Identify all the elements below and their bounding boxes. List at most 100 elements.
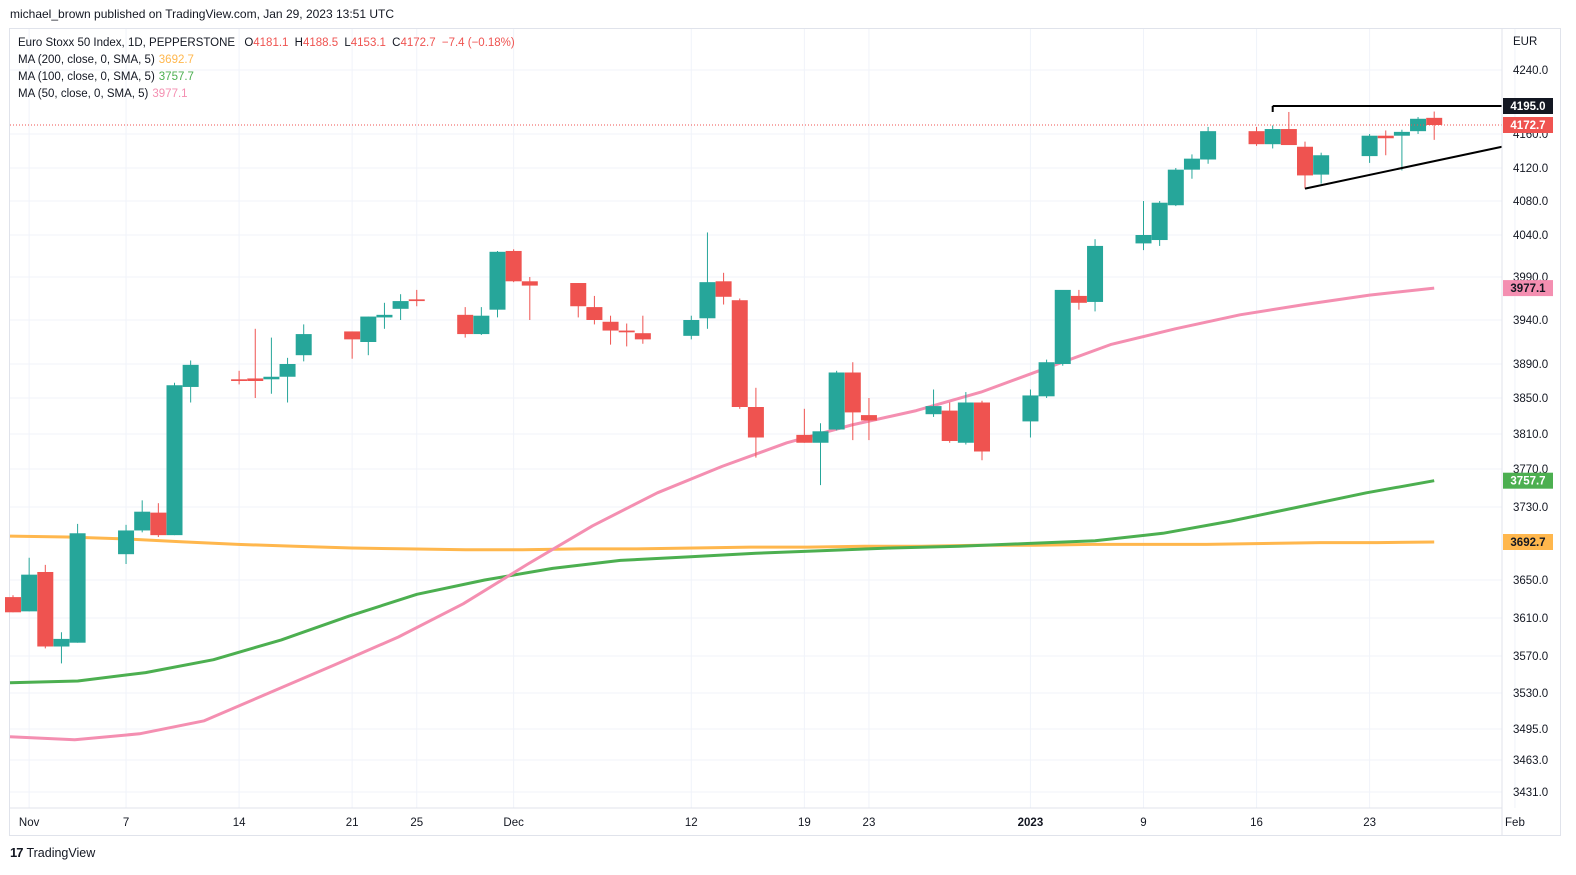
tradingview-logo-icon: 17 [10, 845, 24, 860]
candle [683, 315, 700, 340]
price-tag-bg [1503, 117, 1553, 133]
candle-body [1248, 131, 1265, 145]
candle-body [392, 301, 409, 309]
candle [344, 331, 361, 359]
candle [263, 337, 280, 394]
candle [1070, 289, 1087, 310]
candle [1377, 130, 1394, 156]
candle-body [747, 407, 764, 438]
moving-averages-layer [9, 286, 1435, 742]
candle-body [53, 638, 70, 647]
candle-body [828, 372, 845, 430]
x-tick-label: 25 [410, 817, 423, 829]
legend-ma50-row[interactable]: MA (50, close, 0, SMA, 5) 3977.1 [18, 86, 515, 103]
x-tick-label: 12 [685, 817, 698, 829]
candle-body [844, 372, 861, 413]
legend-symbol-row[interactable]: Euro Stoxx 50 Index, 1D, PEPPERSTONE O41… [18, 35, 515, 52]
x-tick-label: 2023 [1018, 817, 1044, 829]
price-tag: 3977.1 [1503, 280, 1553, 297]
currency-label: EUR [1513, 36, 1537, 48]
y-tick-label: 3463.0 [1513, 755, 1548, 767]
y-tick-label: 3890.0 [1513, 359, 1548, 371]
y-tick-label: 4120.0 [1513, 163, 1548, 175]
candle-body [247, 378, 264, 381]
candle-body [37, 571, 54, 647]
x-tick-label: 9 [1140, 817, 1146, 829]
candle [1135, 201, 1152, 251]
candle-body [279, 364, 296, 377]
candle-body [812, 431, 829, 443]
candle-body [796, 434, 813, 443]
candle-body [150, 512, 167, 536]
ohlc-open-label: O [244, 37, 254, 49]
candle-body [683, 320, 700, 336]
candle-body [1280, 129, 1297, 146]
x-tick-label: 16 [1250, 817, 1263, 829]
price-tag: 4195.0 [1503, 98, 1553, 114]
y-tick-label: 3940.0 [1513, 315, 1548, 327]
symbol-name: Euro Stoxx 50 Index, 1D, PEPPERSTONE [18, 37, 236, 49]
ohlc-open: 4181.1 [253, 37, 289, 49]
candle [1054, 289, 1071, 366]
candle-body [295, 334, 312, 356]
candle [1151, 201, 1168, 246]
candle [53, 632, 70, 664]
tradingview-brand: TradingView [26, 845, 96, 860]
candle [295, 324, 312, 362]
candle [1038, 359, 1055, 398]
candle [699, 232, 716, 329]
ma50-value: 3977.1 [152, 88, 188, 100]
ma50-label: MA (50, close, 0, SMA, 5) [18, 88, 149, 100]
candle [408, 289, 425, 307]
candle [634, 315, 651, 344]
y-tick-label: 3610.0 [1513, 613, 1548, 625]
ohlc-high: 4188.5 [302, 37, 339, 49]
price-tag-label: 3977.1 [1510, 283, 1546, 295]
candle-body [1167, 169, 1184, 206]
candle [1264, 125, 1281, 149]
candle [1361, 134, 1378, 163]
candle-body [376, 314, 393, 318]
candle-body [699, 282, 716, 319]
candle-body [1183, 158, 1200, 170]
candle [457, 307, 474, 338]
candle [747, 387, 764, 458]
candle-body [1200, 131, 1217, 160]
candle [618, 323, 635, 347]
candle-body [69, 533, 86, 643]
candle [1022, 389, 1039, 438]
x-tick-label: Feb [1505, 817, 1525, 829]
legend-ma100-row[interactable]: MA (100, close, 0, SMA, 5) 3757.7 [18, 69, 515, 86]
y-tick-label: 3431.0 [1513, 787, 1548, 799]
ohlc-close-label: C [392, 37, 401, 49]
candle-body [1377, 135, 1394, 139]
candle [1426, 111, 1443, 140]
ohlc-close: 4172.7 [400, 37, 436, 49]
candle-body [1135, 235, 1152, 244]
x-tick-label: 21 [346, 817, 359, 829]
candle [1167, 168, 1184, 207]
candle [1297, 141, 1313, 189]
price-tag: 3692.7 [1503, 534, 1553, 550]
y-tick-label: 3570.0 [1513, 651, 1548, 663]
price-tag: 4172.7 [1503, 117, 1553, 133]
candle [247, 328, 264, 398]
candle [118, 524, 135, 564]
candle-body [586, 307, 603, 320]
candle-body [731, 300, 748, 407]
candle [731, 298, 748, 409]
ohlc-high-label: H [294, 37, 303, 49]
footer-branding[interactable]: 17 TradingView [10, 845, 95, 860]
candle-body [570, 283, 587, 307]
candle-body [1087, 245, 1104, 302]
candle [231, 370, 248, 385]
y-tick-label: 4080.0 [1513, 196, 1548, 208]
annotations-layer [10, 105, 1503, 190]
candle-body [263, 376, 280, 380]
legend-ma200-row[interactable]: MA (200, close, 0, SMA, 5) 3692.7 [18, 52, 515, 69]
candle-body [166, 385, 183, 536]
ma100-line [9, 479, 1435, 685]
candle-body [602, 321, 619, 331]
candle [182, 360, 199, 403]
